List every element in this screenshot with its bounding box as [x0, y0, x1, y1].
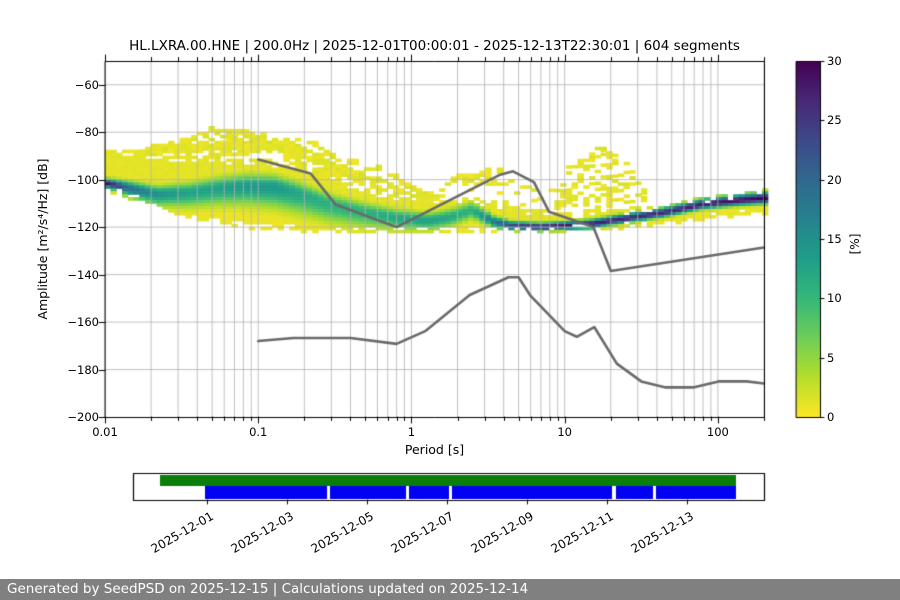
colorbar-tick-label: 20 [827, 172, 842, 187]
colorbar-tick-label: 0 [827, 410, 835, 424]
ppsd-plot-canvas [0, 0, 900, 578]
y-tick-label: −120 [67, 220, 99, 235]
colorbar-tick-label: 25 [827, 113, 842, 128]
x-axis-label: Period [s] [404, 442, 465, 457]
colorbar-tick-label: 15 [827, 232, 842, 246]
y-tick-label: −200 [67, 410, 99, 424]
x-tick-label: 1 [407, 425, 416, 439]
plot-title: HL.LXRA.00.HNE | 200.0Hz | 2025-12-01T00… [129, 38, 740, 54]
y-axis-label: Amplitude [m²/s⁴/Hz] [dB] [35, 158, 50, 320]
colorbar-tick-label: 5 [827, 350, 835, 365]
footer-text: Generated by SeedPSD on 2025-12-15 | Cal… [7, 581, 529, 597]
colorbar-tick-label: 10 [827, 291, 842, 306]
y-tick-label: −180 [67, 362, 99, 377]
y-tick-label: −60 [74, 77, 99, 92]
x-tick-label: 0.1 [249, 425, 268, 439]
y-tick-label: −140 [67, 267, 99, 282]
y-tick-label: −80 [74, 125, 99, 140]
colorbar-tick-label: 30 [827, 54, 842, 68]
x-tick-label: 100 [706, 425, 729, 439]
y-tick-label: −160 [67, 315, 99, 330]
y-tick-label: −100 [67, 172, 99, 187]
x-tick-label: 10 [557, 425, 572, 439]
footer-bar: Generated by SeedPSD on 2025-12-15 | Cal… [0, 579, 900, 600]
x-tick-label: 0.01 [92, 425, 118, 439]
